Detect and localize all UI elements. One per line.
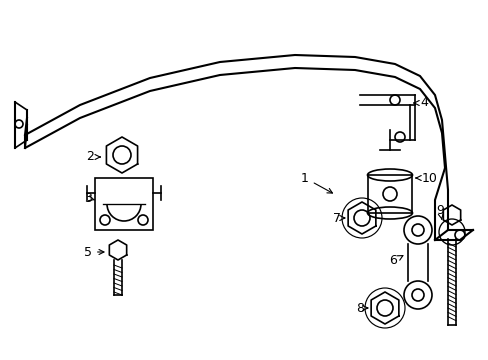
Text: 9: 9: [435, 203, 443, 219]
Text: 10: 10: [415, 171, 437, 184]
Text: 4: 4: [413, 96, 427, 109]
Bar: [95, 178, 153, 230]
Text: 1: 1: [301, 171, 332, 193]
Text: 3: 3: [84, 192, 95, 204]
Text: 2: 2: [86, 150, 100, 163]
Text: 7: 7: [332, 211, 344, 225]
Text: 8: 8: [355, 302, 367, 315]
Text: 6: 6: [388, 255, 402, 267]
Text: 5: 5: [84, 246, 104, 258]
